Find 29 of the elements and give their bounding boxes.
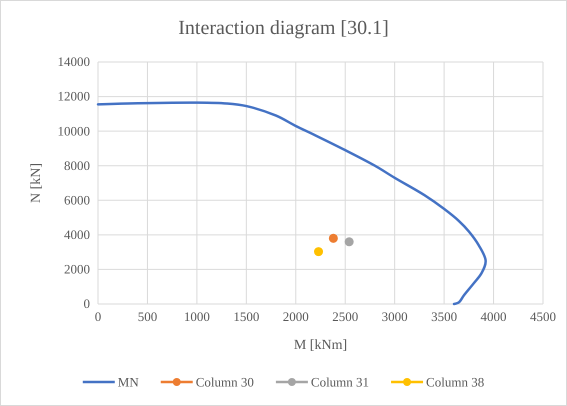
legend-label: Column 31 xyxy=(310,374,370,390)
y-tick-label: 10000 xyxy=(58,123,90,138)
y-tick-label: 4000 xyxy=(64,227,90,242)
x-tick-label: 500 xyxy=(138,309,158,324)
x-tick-label: 4000 xyxy=(480,309,507,324)
point xyxy=(328,234,338,243)
y-axis-title: N [kN] xyxy=(29,162,44,204)
chart-title: Interaction diagram [30.1] xyxy=(178,17,389,39)
x-axis-title: M [kNm] xyxy=(294,338,348,353)
y-tick-label: 6000 xyxy=(64,192,90,208)
x-tick-label: 4500 xyxy=(530,309,556,324)
y-tick-label: 2000 xyxy=(64,262,90,277)
point xyxy=(314,247,324,256)
x-tick-label: 2500 xyxy=(332,309,358,324)
y-tick-label: 14000 xyxy=(58,54,90,70)
line-series xyxy=(96,101,487,306)
point xyxy=(344,237,354,246)
legend-label: Column 30 xyxy=(196,374,254,390)
x-tick-label: 3000 xyxy=(382,309,408,324)
x-tick-label: 3500 xyxy=(431,309,458,324)
x-tick-label: 1000 xyxy=(184,309,210,324)
y-tick-label: 8000 xyxy=(64,158,90,173)
y-tick-label: 12000 xyxy=(58,88,90,104)
y-tick-label: 0 xyxy=(84,296,90,312)
x-tick-label: 1500 xyxy=(233,309,260,324)
legend-label: Column 38 xyxy=(426,374,484,390)
x-tick-label: 2000 xyxy=(282,309,309,324)
legend-label: MN xyxy=(118,374,140,390)
x-tick-label: 0 xyxy=(94,309,102,324)
